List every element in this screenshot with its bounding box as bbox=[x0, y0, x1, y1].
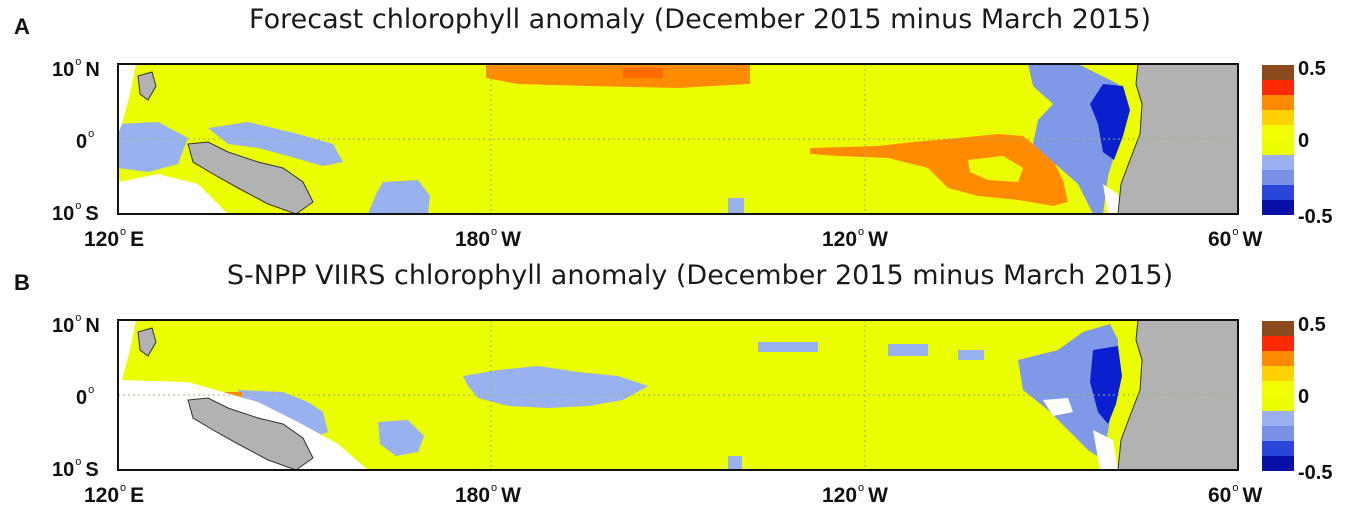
negative-anomaly-region bbox=[888, 344, 928, 356]
negative-anomaly-region bbox=[728, 456, 742, 470]
panel-a: A Forecast chlorophyll anomaly (December… bbox=[0, 0, 1347, 255]
panel-letter: B bbox=[14, 270, 30, 295]
lon-label: 180o W bbox=[455, 226, 521, 251]
colorbar-swatch bbox=[1262, 426, 1294, 441]
map-frame bbox=[117, 63, 1239, 215]
inner-anomaly-gap bbox=[968, 156, 1023, 182]
positive-anomaly-region bbox=[810, 134, 1068, 206]
colorbar-label-mid: 0 bbox=[1298, 130, 1310, 152]
positive-anomaly-peak bbox=[623, 68, 663, 78]
colorbar-label-min: -0.5 bbox=[1298, 462, 1333, 484]
colorbar-swatch bbox=[1262, 336, 1294, 351]
panel-title: S-NPP VIIRS chlorophyll anomaly (Decembe… bbox=[226, 260, 1174, 291]
no-data-region bbox=[118, 174, 228, 214]
colorbar-swatch bbox=[1262, 441, 1294, 456]
negative-anomaly-region bbox=[208, 122, 343, 166]
no-data-region bbox=[1103, 184, 1123, 214]
no-data-region bbox=[1093, 430, 1118, 470]
colorbar bbox=[1262, 321, 1294, 471]
colorbar bbox=[1262, 65, 1294, 215]
no-data-region bbox=[118, 64, 136, 134]
map-frame bbox=[117, 319, 1239, 471]
lon-label: 120o E bbox=[84, 482, 145, 507]
lon-label: 60o W bbox=[1208, 482, 1263, 507]
colorbar-swatch bbox=[1262, 110, 1294, 125]
colorbar-swatch bbox=[1262, 456, 1294, 471]
negative-anomaly-region bbox=[368, 180, 430, 214]
colorbar-swatch bbox=[1262, 411, 1294, 426]
colorbar-swatch bbox=[1262, 381, 1294, 396]
negative-anomaly-region bbox=[728, 198, 744, 214]
colorbar-swatch bbox=[1262, 396, 1294, 411]
colorbar-swatch bbox=[1262, 140, 1294, 155]
land-island bbox=[137, 71, 157, 101]
lat-label-north: 10o N bbox=[52, 56, 100, 81]
negative-anomaly-region bbox=[758, 342, 818, 352]
negative-anomaly-region bbox=[118, 122, 188, 172]
colorbar-swatch bbox=[1262, 185, 1294, 200]
colorbar-label-mid: 0 bbox=[1298, 386, 1310, 408]
colorbar-swatch bbox=[1262, 65, 1294, 80]
lon-label: 120o W bbox=[822, 482, 888, 507]
lat-label-north: 10o N bbox=[52, 312, 100, 337]
lat-label-south: 10o S bbox=[52, 200, 99, 225]
lon-label: 60o W bbox=[1208, 226, 1263, 251]
colorbar-swatch bbox=[1262, 95, 1294, 110]
strong-negative-anomaly bbox=[1090, 84, 1130, 160]
lat-label-equator: 0o bbox=[76, 128, 95, 153]
colorbar-swatch bbox=[1262, 170, 1294, 185]
negative-anomaly-region bbox=[463, 366, 648, 408]
positive-anomaly-region bbox=[486, 64, 750, 88]
colorbar-swatch bbox=[1262, 321, 1294, 336]
colorbar-swatch bbox=[1262, 351, 1294, 366]
panel-letter: A bbox=[14, 14, 30, 39]
no-data-region bbox=[118, 320, 136, 390]
lon-label: 180o W bbox=[455, 482, 521, 507]
negative-anomaly-region bbox=[958, 350, 984, 360]
lat-label-equator: 0o bbox=[76, 384, 95, 409]
lon-label: 120o E bbox=[84, 226, 145, 251]
panel-title: Forecast chlorophyll anomaly (December 2… bbox=[249, 4, 1151, 35]
land-new-guinea bbox=[187, 141, 314, 215]
land-island bbox=[137, 327, 157, 357]
colorbar-swatch bbox=[1262, 155, 1294, 170]
colorbar-swatch bbox=[1262, 125, 1294, 140]
colorbar-label-max: 0.5 bbox=[1298, 58, 1326, 80]
colorbar-swatch bbox=[1262, 80, 1294, 95]
anomaly-map bbox=[117, 63, 1239, 215]
colorbar-swatch bbox=[1262, 200, 1294, 215]
colorbar-label-min: -0.5 bbox=[1298, 206, 1333, 228]
strong-negative-anomaly bbox=[1090, 346, 1122, 424]
negative-anomaly-region bbox=[378, 420, 424, 456]
lon-label: 120o W bbox=[822, 226, 888, 251]
no-data-region bbox=[1043, 398, 1073, 416]
colorbar-label-max: 0.5 bbox=[1298, 314, 1326, 336]
colorbar-swatch bbox=[1262, 366, 1294, 381]
negative-anomaly-region bbox=[238, 390, 328, 438]
lat-label-south: 10o S bbox=[52, 456, 99, 481]
land-new-guinea bbox=[187, 397, 314, 471]
panel-b: B S-NPP VIIRS chlorophyll anomaly (Decem… bbox=[0, 256, 1347, 511]
anomaly-map bbox=[117, 319, 1239, 471]
